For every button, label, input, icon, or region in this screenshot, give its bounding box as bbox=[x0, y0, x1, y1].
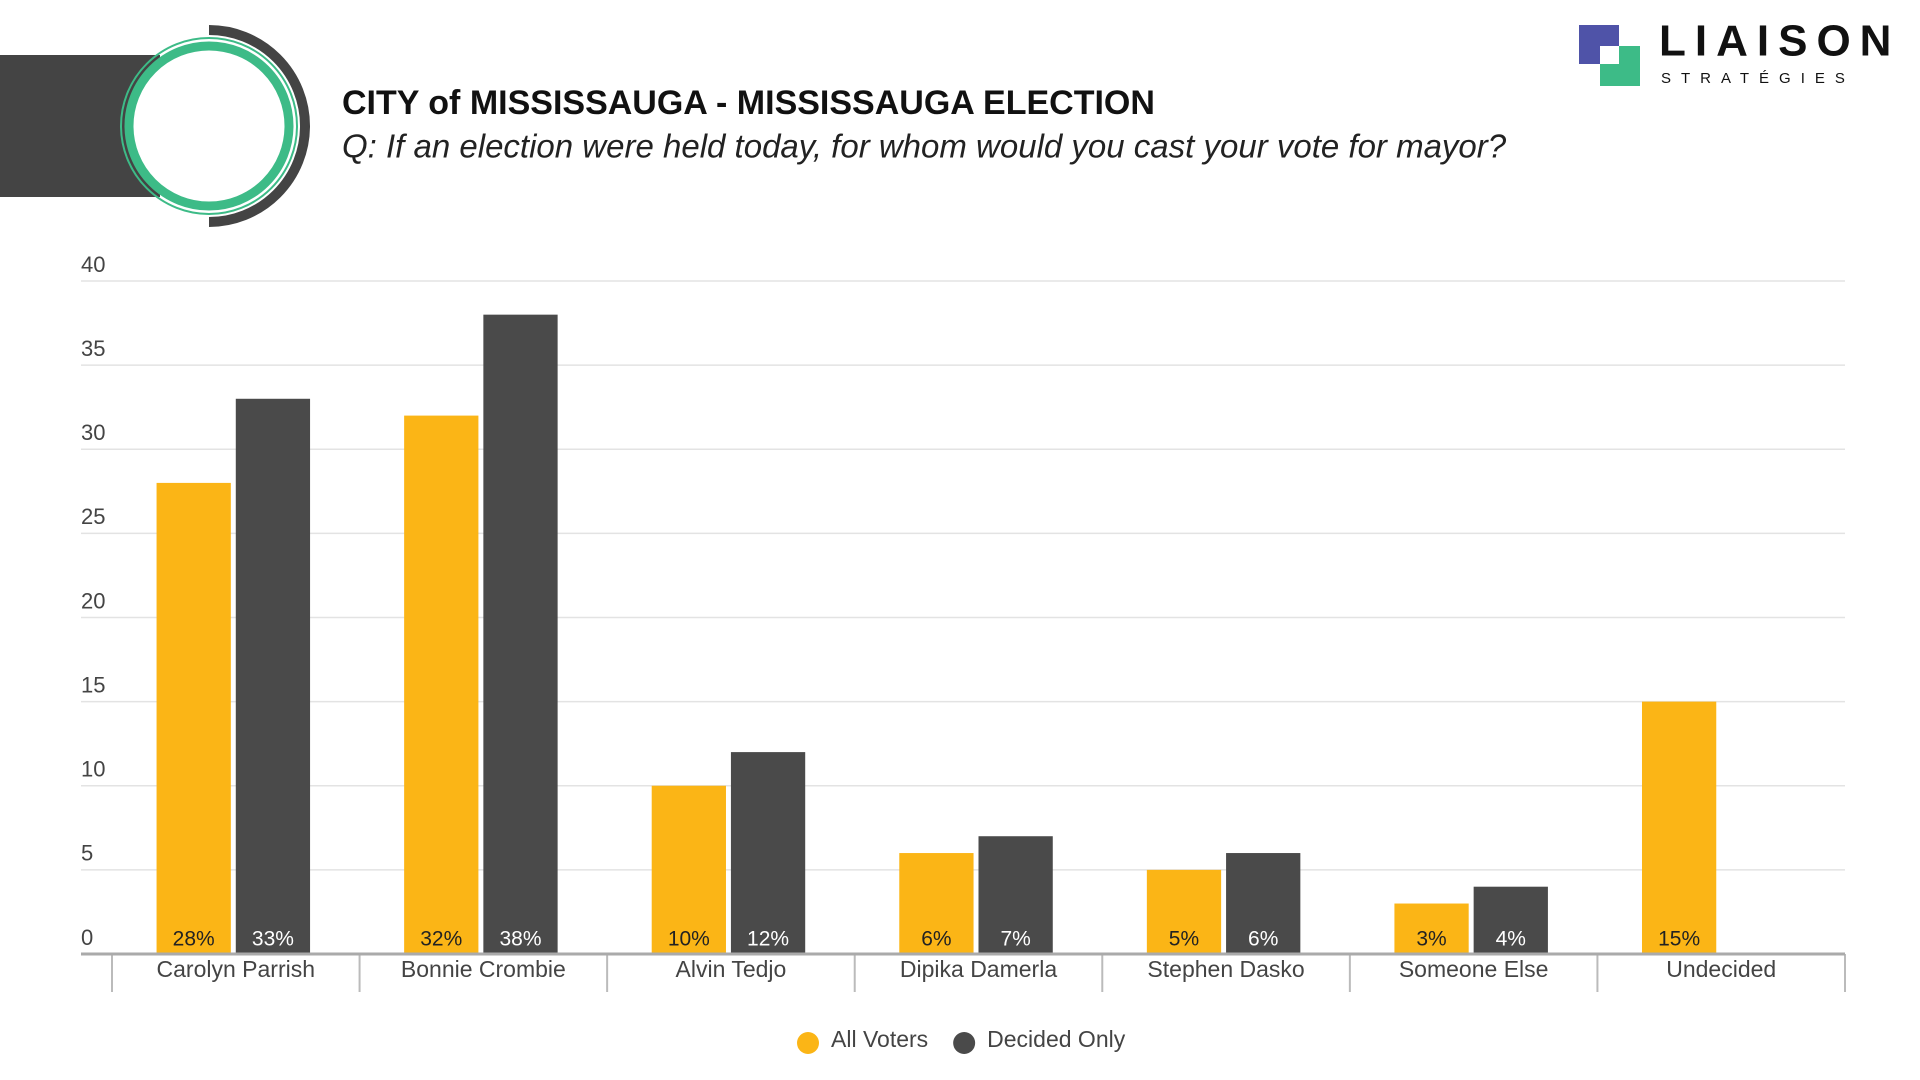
x-tick-label: Carolyn Parrish bbox=[157, 956, 316, 982]
y-tick-label: 25 bbox=[81, 504, 105, 529]
ring-arc bbox=[208, 25, 310, 227]
ring-outer bbox=[120, 37, 298, 215]
y-tick-label: 30 bbox=[81, 420, 105, 445]
x-tick-label: Undecided bbox=[1666, 956, 1776, 982]
bar bbox=[1641, 701, 1717, 954]
bar bbox=[1146, 869, 1222, 954]
legend-label: All Voters bbox=[831, 1026, 928, 1052]
value-label: 32% bbox=[420, 928, 462, 951]
x-tick-label: Stephen Dasko bbox=[1147, 956, 1304, 982]
y-tick-label: 10 bbox=[81, 757, 105, 782]
value-label: 3% bbox=[1416, 928, 1446, 951]
y-tick-label: 20 bbox=[81, 588, 105, 613]
value-label: 28% bbox=[173, 928, 215, 951]
value-label: 6% bbox=[1248, 928, 1278, 951]
y-tick-label: 15 bbox=[81, 672, 105, 697]
logo-square bbox=[1600, 46, 1619, 64]
bar bbox=[235, 398, 311, 954]
y-tick-label: 35 bbox=[81, 336, 105, 361]
bar bbox=[1394, 903, 1469, 954]
chart-title: CITY of MISSISSAUGA - MISSISSAUGA ELECTI… bbox=[342, 84, 1155, 122]
y-tick-label: 5 bbox=[81, 841, 93, 866]
value-label: 12% bbox=[747, 928, 789, 951]
legend-label: Decided Only bbox=[987, 1026, 1126, 1052]
y-tick-label: 0 bbox=[81, 925, 93, 950]
bar bbox=[1226, 853, 1301, 954]
bar bbox=[651, 785, 726, 954]
value-label: 6% bbox=[921, 928, 951, 951]
value-label: 4% bbox=[1496, 928, 1526, 951]
value-label: 33% bbox=[252, 928, 294, 951]
value-label: 38% bbox=[499, 928, 541, 951]
x-tick-label: Bonnie Crombie bbox=[401, 956, 566, 982]
bar bbox=[1473, 886, 1548, 954]
value-label: 7% bbox=[1000, 928, 1030, 951]
bar bbox=[730, 752, 806, 954]
value-label: 10% bbox=[668, 928, 710, 951]
logo-tagline: STRATÉGIES bbox=[1661, 70, 1855, 87]
logo-name: LIAISON bbox=[1659, 17, 1900, 66]
bar bbox=[404, 415, 479, 955]
value-label: 15% bbox=[1658, 928, 1700, 951]
legend-swatch bbox=[797, 1032, 819, 1054]
legend-swatch bbox=[953, 1032, 976, 1054]
bar bbox=[156, 482, 231, 954]
x-tick-label: Someone Else bbox=[1399, 956, 1549, 982]
bar bbox=[978, 836, 1053, 954]
y-tick-label: 40 bbox=[81, 252, 105, 277]
chart-subtitle: Q: If an election were held today, for w… bbox=[342, 128, 1507, 165]
x-tick-label: Dipika Damerla bbox=[900, 956, 1057, 982]
value-label: 5% bbox=[1169, 928, 1199, 951]
bar bbox=[899, 853, 974, 954]
ring bbox=[124, 41, 294, 211]
x-tick-label: Alvin Tedjo bbox=[676, 956, 787, 982]
bar bbox=[483, 314, 558, 954]
